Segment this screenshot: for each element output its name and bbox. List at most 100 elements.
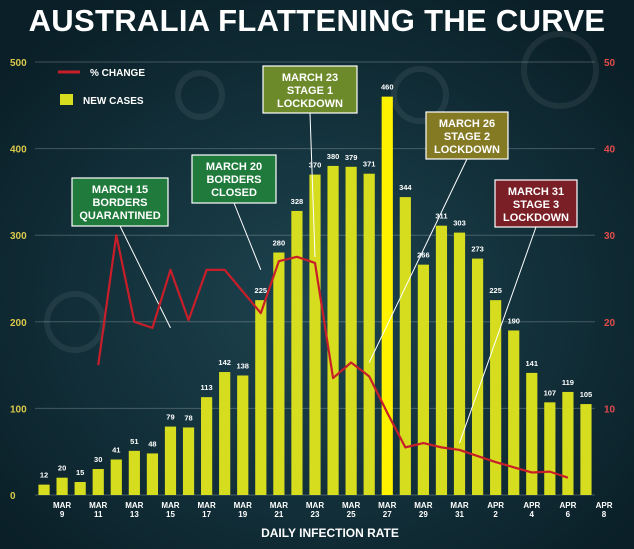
x-tick-label-bottom-1: 9 bbox=[60, 510, 65, 519]
bar-value-label-9: 113 bbox=[201, 383, 213, 392]
bar-26 bbox=[508, 330, 520, 495]
virus-background-decoration bbox=[44, 31, 599, 353]
bar-value-labels: 12 20 15 30 41 51 48 79 78 113 142 138 225 280 328 370 3… bbox=[40, 83, 592, 480]
x-tick-label-top-25: APR bbox=[487, 501, 504, 510]
bar-27 bbox=[526, 372, 538, 495]
bar-value-label-2: 15 bbox=[76, 468, 84, 477]
bar-9 bbox=[201, 397, 213, 495]
x-tick-label-bottom-25: 2 bbox=[493, 510, 498, 519]
x-tick-label-bottom-15: 23 bbox=[311, 510, 320, 519]
annotation-text-1-0: MARCH 20 bbox=[206, 161, 262, 173]
bar-value-label-6: 48 bbox=[148, 439, 156, 448]
bar-30 bbox=[580, 404, 592, 495]
left-tick-label-0: 0 bbox=[10, 491, 16, 502]
annotation-leader-3 bbox=[368, 158, 468, 363]
bar-value-label-4: 41 bbox=[112, 445, 120, 454]
x-tick-label-top-7: MAR bbox=[161, 501, 179, 510]
annotation-leader-4 bbox=[459, 226, 537, 444]
bar-value-label-23: 303 bbox=[453, 219, 466, 228]
bar-value-label-12: 225 bbox=[255, 286, 268, 295]
annotation-text-1-2: CLOSED bbox=[211, 187, 257, 199]
bar-14 bbox=[291, 210, 303, 495]
virus-decoration-1 bbox=[521, 31, 599, 109]
bar-value-label-24: 273 bbox=[471, 245, 484, 254]
bar-16 bbox=[327, 165, 339, 496]
annotation-leader-lines bbox=[119, 112, 537, 444]
right-tick-label-30: 30 bbox=[604, 231, 616, 242]
legend: % CHANGE NEW CASES bbox=[58, 68, 145, 107]
x-axis-ticks: MAR9MAR11MAR13MAR15MAR17MAR19MAR21MAR23M… bbox=[53, 501, 613, 519]
x-tick-label-top-15: MAR bbox=[306, 501, 324, 510]
bar-12 bbox=[255, 300, 267, 495]
bar-28 bbox=[544, 402, 556, 495]
right-tick-label-20: 20 bbox=[604, 318, 616, 329]
bar-value-label-30: 105 bbox=[580, 390, 593, 399]
bar-8 bbox=[182, 427, 195, 495]
bar-13 bbox=[273, 252, 285, 495]
bar-value-label-21: 266 bbox=[417, 251, 430, 260]
legend-bar-swatch bbox=[60, 94, 73, 105]
x-tick-label-top-31: APR bbox=[596, 501, 613, 510]
annotation-text-4-2: LOCKDOWN bbox=[503, 212, 569, 224]
x-tick-label-bottom-17: 25 bbox=[347, 510, 356, 519]
bar-21 bbox=[417, 264, 429, 495]
bar-value-label-11: 138 bbox=[236, 361, 249, 370]
bar-value-label-7: 79 bbox=[166, 413, 174, 422]
legend-label-new-cases: NEW CASES bbox=[83, 96, 144, 107]
left-tick-label-100: 100 bbox=[10, 404, 27, 415]
annotation-box-1 bbox=[191, 154, 277, 204]
left-axis-ticks: 0 100 200 300 400 500 bbox=[10, 58, 27, 502]
line-series bbox=[97, 234, 569, 479]
bar-17 bbox=[345, 166, 357, 495]
x-tick-label-bottom-27: 4 bbox=[530, 510, 535, 519]
bar-6 bbox=[146, 453, 159, 495]
x-tick-label-top-3: MAR bbox=[89, 501, 107, 510]
annotation-text-2-2: LOCKDOWN bbox=[277, 98, 343, 110]
bar-value-label-1: 20 bbox=[58, 464, 66, 473]
x-tick-label-top-17: MAR bbox=[342, 501, 360, 510]
annotation-text-4-0: MARCH 31 bbox=[508, 186, 564, 198]
annotation-text-4-1: STAGE 3 bbox=[513, 199, 559, 211]
left-tick-label-200: 200 bbox=[10, 318, 27, 329]
bar-7 bbox=[164, 426, 177, 495]
x-tick-label-bottom-23: 31 bbox=[455, 510, 464, 519]
x-tick-label-top-5: MAR bbox=[125, 501, 143, 510]
annotation-leader-0 bbox=[119, 225, 171, 329]
bar-value-label-19: 460 bbox=[381, 83, 394, 92]
bar-value-label-16: 380 bbox=[327, 152, 340, 161]
bar-29 bbox=[562, 391, 574, 495]
x-axis-label: DAILY INFECTION RATE bbox=[261, 526, 399, 540]
bar-20 bbox=[399, 197, 411, 495]
x-tick-label-top-27: APR bbox=[523, 501, 540, 510]
bar-15 bbox=[309, 174, 321, 495]
left-tick-label-500: 500 bbox=[10, 58, 27, 69]
bar-4 bbox=[110, 459, 122, 495]
bar-11 bbox=[237, 375, 249, 495]
virus-decoration-2 bbox=[391, 66, 449, 124]
bar-value-label-15: 370 bbox=[309, 161, 322, 170]
annotation-text-2-0: MARCH 23 bbox=[282, 72, 338, 84]
chart-title: AUSTRALIA FLATTENING THE CURVE bbox=[29, 3, 606, 38]
x-tick-label-top-21: MAR bbox=[414, 501, 432, 510]
right-axis-ticks: 10 20 30 40 50 bbox=[604, 58, 616, 415]
bar-19 bbox=[381, 96, 393, 495]
bar-value-label-20: 344 bbox=[399, 183, 412, 192]
bar-value-label-3: 30 bbox=[94, 455, 102, 464]
annotation-text-0-1: BORDERS bbox=[92, 197, 147, 209]
legend-label-pct-change: % CHANGE bbox=[90, 68, 145, 79]
x-tick-label-top-13: MAR bbox=[270, 501, 288, 510]
annotation-box-4 bbox=[494, 179, 578, 228]
bar-value-label-17: 379 bbox=[345, 153, 358, 162]
annotation-leader-1 bbox=[233, 202, 262, 271]
x-tick-label-bottom-19: 27 bbox=[383, 510, 392, 519]
bar-5 bbox=[128, 450, 140, 495]
bar-value-label-28: 107 bbox=[544, 388, 557, 397]
bar-value-label-26: 190 bbox=[507, 316, 520, 325]
x-tick-label-bottom-5: 13 bbox=[130, 510, 139, 519]
x-tick-label-top-29: APR bbox=[559, 501, 576, 510]
bar-value-label-8: 78 bbox=[184, 413, 192, 422]
virus-decoration-0 bbox=[44, 291, 106, 353]
bar-value-label-0: 12 bbox=[40, 471, 48, 480]
annotation-text-0-2: QUARANTINED bbox=[79, 210, 160, 222]
annotation-text-2-1: STAGE 1 bbox=[287, 85, 333, 97]
